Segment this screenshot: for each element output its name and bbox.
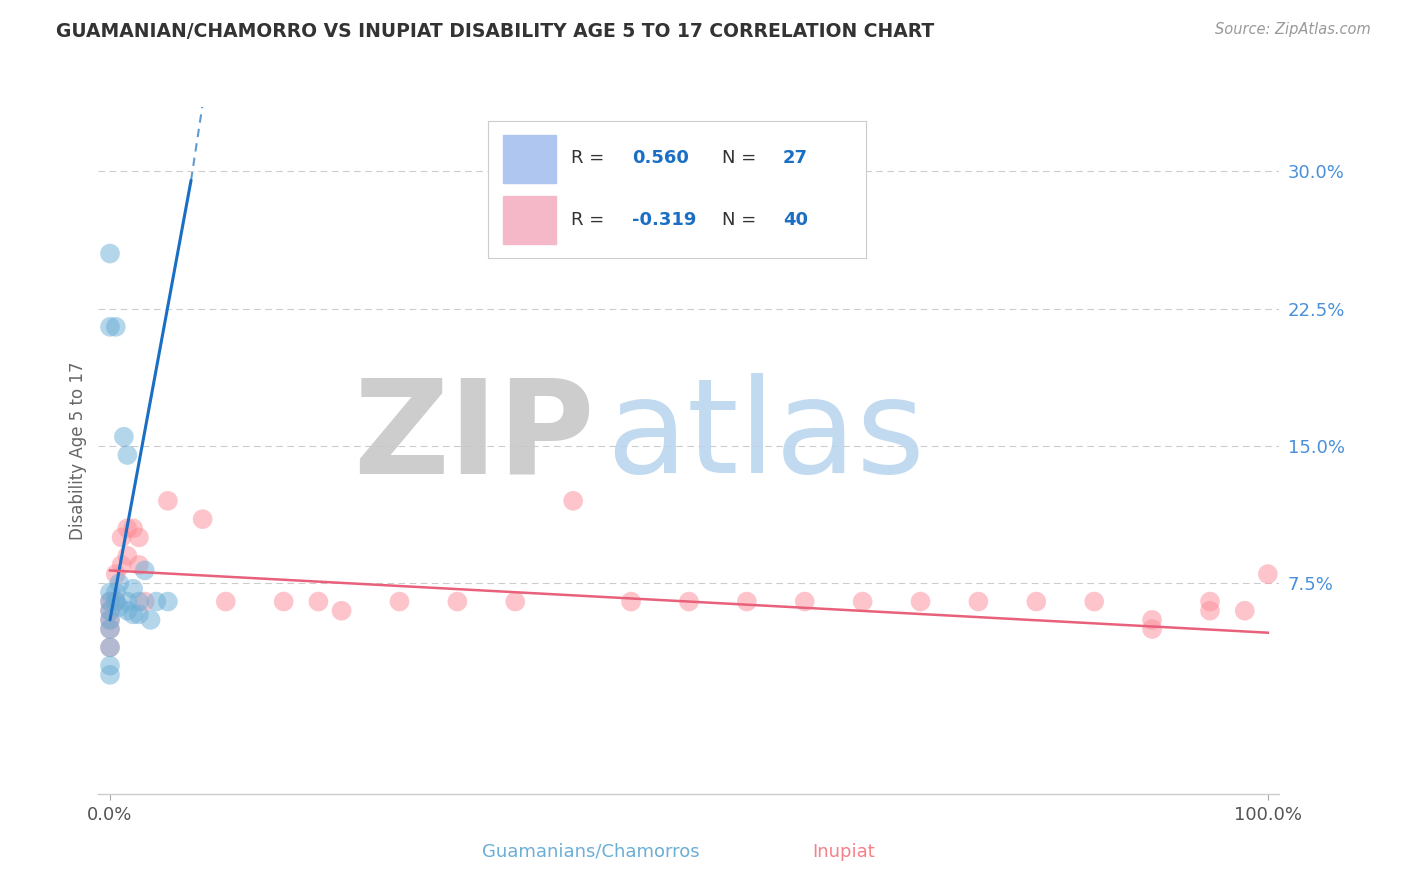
Point [139,613,162,627]
Point [98,640,121,655]
Text: Guamanians/Chamorros: Guamanians/Chamorros [482,843,699,861]
Point [110,558,132,572]
Point [98,613,121,627]
Point [503,594,526,608]
Point [1199,604,1222,618]
Point [117,604,139,618]
Point [307,594,329,608]
Point [104,319,127,334]
Point [98,668,121,682]
Point [108,576,131,591]
Point [98,622,121,636]
Point [98,246,121,260]
Y-axis label: Disability Age 5 to 17: Disability Age 5 to 17 [69,361,87,540]
Point [104,567,127,582]
Point [735,594,758,608]
Point [122,521,145,535]
Point [108,600,131,615]
Point [852,594,875,608]
Text: Inupiat: Inupiat [813,843,875,861]
Point [104,594,127,608]
Point [122,582,145,596]
Point [967,594,990,608]
Text: GUAMANIAN/CHAMORRO VS INUPIAT DISABILITY AGE 5 TO 17 CORRELATION CHART: GUAMANIAN/CHAMORRO VS INUPIAT DISABILITY… [56,22,935,41]
Point [110,531,132,545]
Point [1199,594,1222,608]
Point [1140,622,1163,636]
Point [1083,594,1105,608]
Text: atlas: atlas [606,373,925,500]
Point [1257,567,1279,582]
Point [98,640,121,655]
Point [128,558,150,572]
Point [134,594,156,608]
Point [1140,613,1163,627]
Point [128,607,150,622]
Point [910,594,932,608]
Point [156,493,179,508]
Point [145,594,167,608]
Point [1233,604,1256,618]
Point [122,607,145,622]
Point [446,594,468,608]
Point [134,563,156,577]
Point [678,594,700,608]
Point [388,594,411,608]
Point [98,613,121,627]
Point [215,594,238,608]
Point [98,622,121,636]
Point [98,585,121,599]
Point [98,604,121,618]
Point [128,594,150,608]
Point [273,594,295,608]
Point [98,594,121,608]
Point [156,594,179,608]
Point [620,594,643,608]
Point [793,594,815,608]
Point [104,585,127,599]
Text: ZIP: ZIP [353,373,595,500]
Point [98,604,121,618]
Point [112,430,135,444]
Point [98,319,121,334]
Text: Source: ZipAtlas.com: Source: ZipAtlas.com [1215,22,1371,37]
Point [1025,594,1047,608]
Point [117,448,139,462]
Point [191,512,214,526]
Point [117,521,139,535]
Point [330,604,353,618]
Point [128,531,150,545]
Point [562,493,585,508]
Point [98,594,121,608]
Point [104,594,127,608]
Point [117,549,139,563]
Point [98,658,121,673]
Point [117,594,139,608]
